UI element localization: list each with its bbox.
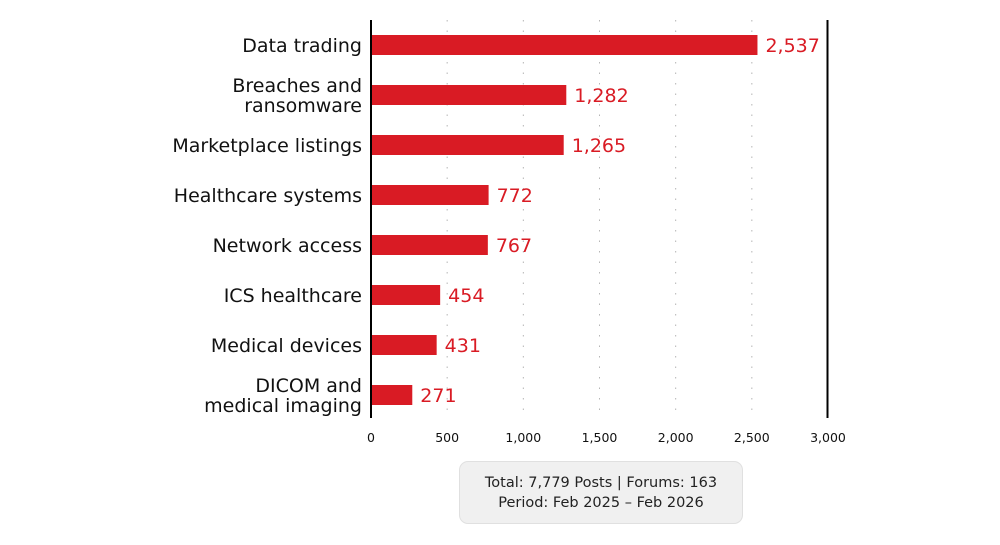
bar-value-label: 2,537 xyxy=(765,35,819,57)
gridlines xyxy=(446,20,753,418)
summary-period: Period: Feb 2025 – Feb 2026 xyxy=(498,494,704,511)
bar xyxy=(371,335,437,355)
x-tick-label: 0 xyxy=(367,430,375,445)
summary-box: Total: 7,779 Posts | Forums: 163 Period:… xyxy=(459,461,743,524)
category-label: Medical devices xyxy=(211,335,362,357)
bar-value-label: 772 xyxy=(497,185,533,207)
value-labels: 2,537 1,282 1,265 772 767 454 431 271 xyxy=(420,35,820,407)
category-labels: Data trading Breaches and ransomware Market… xyxy=(172,35,362,417)
category-label: Marketplace listings xyxy=(172,135,362,157)
category-label: Breaches and ransomware xyxy=(232,75,362,117)
bar xyxy=(371,185,489,205)
bar-value-label: 1,282 xyxy=(574,85,628,107)
x-tick-label: 1,000 xyxy=(505,430,541,445)
summary-totals: Total: 7,779 Posts | Forums: 163 xyxy=(484,474,718,491)
category-label: Healthcare systems xyxy=(174,185,362,207)
bar xyxy=(371,235,488,255)
category-label: DICOM and medical imaging xyxy=(204,375,362,417)
x-tick-label: 1,500 xyxy=(582,430,618,445)
bar xyxy=(371,85,567,105)
bar-value-label: 1,265 xyxy=(572,135,626,157)
bar xyxy=(371,35,758,55)
bar-value-label: 454 xyxy=(448,285,484,307)
x-tick-label: 500 xyxy=(435,430,459,445)
bar-value-label: 431 xyxy=(445,335,481,357)
x-tick-label: 2,500 xyxy=(734,430,770,445)
bar-value-label: 767 xyxy=(496,235,532,257)
bar xyxy=(371,285,441,305)
bar xyxy=(371,135,564,155)
category-label: Network access xyxy=(213,235,362,257)
category-label: Data trading xyxy=(242,35,362,57)
bar-value-label: 271 xyxy=(420,385,456,407)
x-tick-label: 2,000 xyxy=(658,430,694,445)
x-tick-label: 3,000 xyxy=(810,430,846,445)
category-label: ICS healthcare xyxy=(224,285,362,307)
bars xyxy=(371,35,758,405)
x-axis-ticks: 0 500 1,000 1,500 2,000 2,500 3,000 xyxy=(367,430,846,445)
bar xyxy=(371,385,413,405)
